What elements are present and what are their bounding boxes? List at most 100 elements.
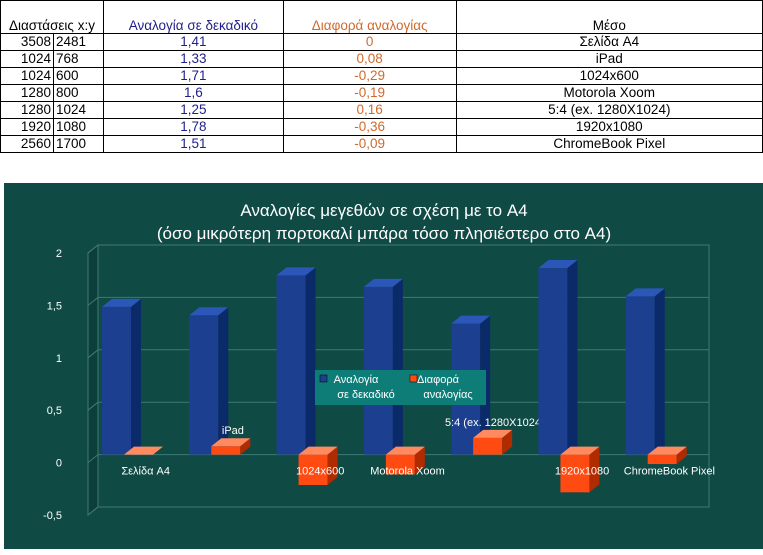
- bar-difference-top: [473, 429, 513, 438]
- cell-medium[interactable]: 1920x1080: [455, 118, 763, 136]
- bar-difference-top: [298, 446, 338, 455]
- legend-label-ratio: Αναλογία: [334, 374, 379, 386]
- cell-ratio[interactable]: 1,51: [102, 135, 284, 153]
- header-difference[interactable]: Διαφορά αναλογίας: [282, 0, 457, 34]
- cell-difference[interactable]: 0,16: [282, 101, 457, 119]
- legend-swatch-difference: [409, 374, 418, 383]
- chart-subtitle: (όσο μικρότερη πορτοκαλί μπάρα τόσο πλησ…: [157, 224, 611, 243]
- bar-ratio-top: [538, 260, 578, 269]
- bar-difference: [211, 438, 251, 455]
- cell-medium[interactable]: 5:4 (ex. 1280X1024): [455, 101, 763, 119]
- cell-y[interactable]: 1024: [52, 101, 104, 119]
- cell-medium[interactable]: Motorola Xoom: [455, 84, 763, 102]
- bar-ratio-front: [276, 275, 306, 455]
- bar-ratio: [625, 288, 665, 455]
- cell-x[interactable]: 1024: [0, 67, 54, 85]
- legend-label-difference: αναλογίας: [423, 389, 472, 401]
- y-tick-label: -0,5: [43, 510, 62, 522]
- bar-difference-top: [211, 438, 251, 447]
- cell-ratio[interactable]: 1,71: [102, 67, 284, 85]
- cell-ratio[interactable]: 1,78: [102, 118, 284, 136]
- bar-difference-front: [647, 454, 677, 465]
- cell-difference[interactable]: -0,36: [282, 118, 457, 136]
- header-dimensions[interactable]: Διαστάσεις x:y: [0, 0, 104, 34]
- header-medium[interactable]: Μέσο: [455, 0, 763, 34]
- cell-y[interactable]: 600: [52, 67, 104, 85]
- bar-ratio-top: [102, 298, 141, 307]
- table-row: 3508 2481 1,41 0 Σελίδα A4: [0, 33, 763, 51]
- x-category-label: Σελίδα A4: [121, 466, 170, 478]
- x-category-label: ChromeBook Pixel: [624, 466, 715, 478]
- bar-ratio-side: [305, 267, 316, 455]
- bar-ratio-side: [218, 307, 229, 455]
- cell-medium[interactable]: Σελίδα A4: [455, 33, 763, 51]
- cell-difference[interactable]: 0,08: [282, 50, 457, 68]
- bar-difference-top: [560, 446, 600, 455]
- y-tick-label: 0: [56, 458, 62, 470]
- cell-x[interactable]: 1920: [0, 118, 54, 136]
- legend-label-difference: Διαφορά: [417, 374, 460, 386]
- cell-ratio[interactable]: 1,6: [102, 84, 284, 102]
- bar-difference-top: [647, 446, 687, 455]
- y-tick-label: 1,5: [47, 300, 62, 312]
- gridline-diagonal: [87, 506, 99, 516]
- bar-difference: [298, 446, 338, 485]
- cell-difference[interactable]: -0,19: [282, 84, 457, 102]
- bar-difference-side: [240, 438, 251, 455]
- x-category-label: 5:4 (ex. 1280X1024): [445, 417, 545, 429]
- cell-difference[interactable]: -0,09: [282, 135, 457, 153]
- cell-y[interactable]: 2481: [52, 33, 104, 51]
- chart-title: Αναλογίες μεγεθών σε σχέση με το A4: [240, 201, 527, 220]
- cell-x[interactable]: 1280: [0, 101, 54, 119]
- bar-difference-front: [298, 454, 328, 485]
- cell-x[interactable]: 1024: [0, 50, 54, 68]
- x-category-label: 1920x1080: [555, 466, 609, 478]
- bar-ratio-front: [189, 315, 219, 455]
- table-row: 2560 1700 1,51 -0,09 ChromeBook Pixel: [0, 135, 763, 153]
- gridline-diagonal: [87, 454, 99, 463]
- bar-ratio: [276, 267, 316, 455]
- plot-side-wall: [87, 243, 99, 517]
- legend-swatch-ratio: [319, 374, 328, 383]
- cell-medium[interactable]: 1024x600: [455, 67, 763, 85]
- gridline-diagonal: [87, 244, 99, 254]
- bar-ratio-side: [654, 288, 665, 455]
- bar-ratio-front: [102, 306, 131, 455]
- cell-medium[interactable]: ChromeBook Pixel: [455, 135, 763, 153]
- x-category-label: 1024x600: [296, 466, 344, 478]
- bar-ratio: [189, 307, 229, 455]
- cell-ratio[interactable]: 1,33: [102, 50, 284, 68]
- bar-difference-side: [676, 446, 687, 465]
- legend-box: [315, 370, 486, 405]
- cell-x[interactable]: 1280: [0, 84, 54, 102]
- bar-ratio: [102, 298, 141, 455]
- cell-ratio[interactable]: 1,41: [102, 33, 284, 51]
- table-header-row: Διαστάσεις x:y Αναλογία σε δεκαδικό Διαφ…: [0, 0, 763, 34]
- cell-x[interactable]: 3508: [0, 33, 54, 51]
- spreadsheet: Διαστάσεις x:y Αναλογία σε δεκαδικό Διαφ…: [0, 0, 763, 181]
- cell-y[interactable]: 1080: [52, 118, 104, 136]
- bar-difference-side: [589, 446, 600, 493]
- cell-x[interactable]: 2560: [0, 135, 54, 153]
- cell-y[interactable]: 1700: [52, 135, 104, 153]
- cell-medium[interactable]: iPad: [455, 50, 763, 68]
- cell-y[interactable]: 768: [52, 50, 104, 68]
- cell-difference[interactable]: 0: [282, 33, 457, 51]
- y-tick-label: 0,5: [47, 405, 62, 417]
- header-ratio[interactable]: Αναλογία σε δεκαδικό: [102, 0, 284, 34]
- cell-ratio[interactable]: 1,25: [102, 101, 284, 119]
- bar-ratio-top: [363, 278, 403, 287]
- bar-difference-side: [502, 429, 513, 455]
- bar-ratio-top: [189, 307, 229, 316]
- cell-difference[interactable]: -0,29: [282, 67, 457, 85]
- table-row: 1280 800 1,6 -0,19 Motorola Xoom: [0, 84, 763, 102]
- table-row: 1024 768 1,33 0,08 iPad: [0, 50, 763, 68]
- bar-difference-side: [327, 446, 338, 485]
- x-category-label: Motorola Xoom: [370, 466, 445, 478]
- x-category-label: iPad: [222, 425, 244, 437]
- cell-y[interactable]: 800: [52, 84, 104, 102]
- bar-difference-front: [385, 454, 415, 475]
- bar-ratio-top: [276, 267, 316, 276]
- bar-difference-side: [414, 446, 425, 475]
- table-row: 1024 600 1,71 -0,29 1024x600: [0, 67, 763, 85]
